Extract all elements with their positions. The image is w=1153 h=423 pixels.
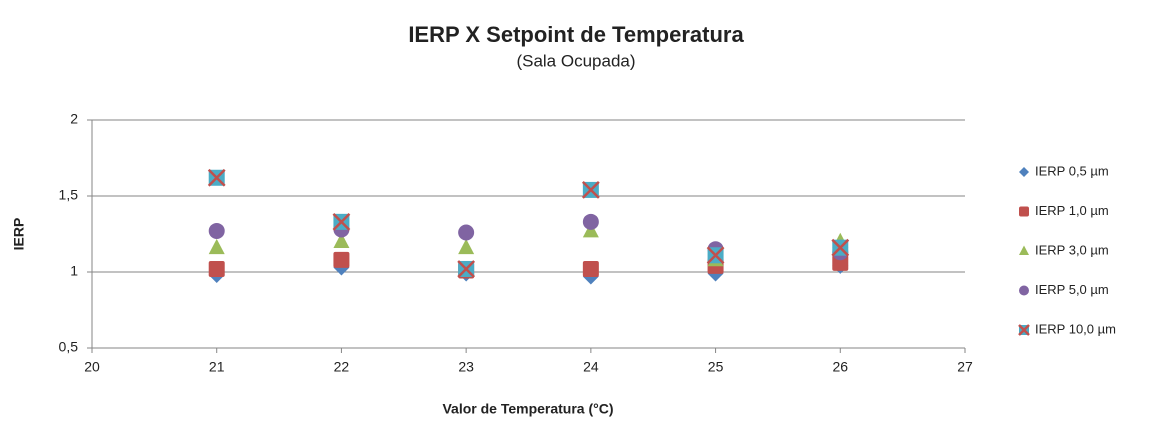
- circle: [208, 222, 225, 239]
- circle: [582, 213, 599, 230]
- x-tick-label: 26: [832, 359, 848, 375]
- marker: [831, 238, 850, 257]
- x-tick-label: 25: [708, 359, 724, 375]
- marker: [208, 260, 225, 277]
- circle: [458, 224, 475, 241]
- marker: [582, 260, 599, 277]
- chart-subtitle: (Sala Ocupada): [516, 51, 635, 70]
- chart-title: IERP X Setpoint de Temperatura: [408, 22, 744, 47]
- x-axis-title: Valor de Temperatura (°C): [442, 401, 613, 417]
- y-axis-title: IERP: [11, 218, 27, 251]
- marker: [333, 251, 350, 268]
- marker: [581, 181, 600, 199]
- y-tick-label: 2: [70, 111, 78, 127]
- marker: [458, 224, 475, 241]
- x-tick-label: 23: [458, 359, 474, 375]
- marker: [208, 222, 225, 239]
- legend-label: IERP 1,0 µm: [1035, 203, 1109, 218]
- square: [1019, 206, 1029, 217]
- marker: [1018, 324, 1030, 336]
- triangle: [208, 238, 225, 255]
- y-tick-label: 1: [70, 263, 78, 279]
- x-cross: [581, 181, 600, 199]
- x-tick-label: 24: [583, 359, 599, 375]
- legend-label: IERP 3,0 µm: [1035, 242, 1109, 257]
- x-cross: [207, 168, 226, 187]
- marker: [706, 246, 725, 265]
- diamond: [1019, 167, 1029, 177]
- legend-label: IERP 5,0 µm: [1035, 282, 1109, 297]
- marker: [1019, 206, 1029, 217]
- x-cross: [1018, 324, 1030, 336]
- y-tick-label: 1,5: [59, 187, 79, 203]
- triangle: [333, 232, 350, 248]
- marker: [332, 212, 351, 231]
- marker: [333, 232, 350, 248]
- x-tick-label: 27: [957, 359, 973, 375]
- x-tick-label: 22: [334, 359, 350, 375]
- marker: [208, 238, 225, 255]
- x-tick-label: 20: [84, 359, 100, 375]
- triangle: [458, 238, 475, 255]
- x-cross: [706, 246, 725, 265]
- square: [582, 260, 599, 277]
- x-cross: [831, 238, 850, 257]
- triangle: [1019, 245, 1029, 255]
- marker: [582, 213, 599, 230]
- marker: [1019, 245, 1029, 255]
- marker: [458, 238, 475, 255]
- square: [208, 260, 225, 277]
- circle: [1019, 285, 1029, 296]
- square: [333, 251, 350, 268]
- marker: [1019, 167, 1029, 177]
- x-tick-label: 21: [209, 359, 225, 375]
- legend-label: IERP 0,5 µm: [1035, 163, 1109, 178]
- x-cross: [457, 260, 476, 278]
- x-cross: [332, 212, 351, 231]
- marker: [1019, 285, 1029, 296]
- marker: [457, 260, 476, 278]
- y-tick-label: 0,5: [59, 339, 79, 355]
- marker: [207, 168, 226, 187]
- legend-label: IERP 10,0 µm: [1035, 321, 1116, 336]
